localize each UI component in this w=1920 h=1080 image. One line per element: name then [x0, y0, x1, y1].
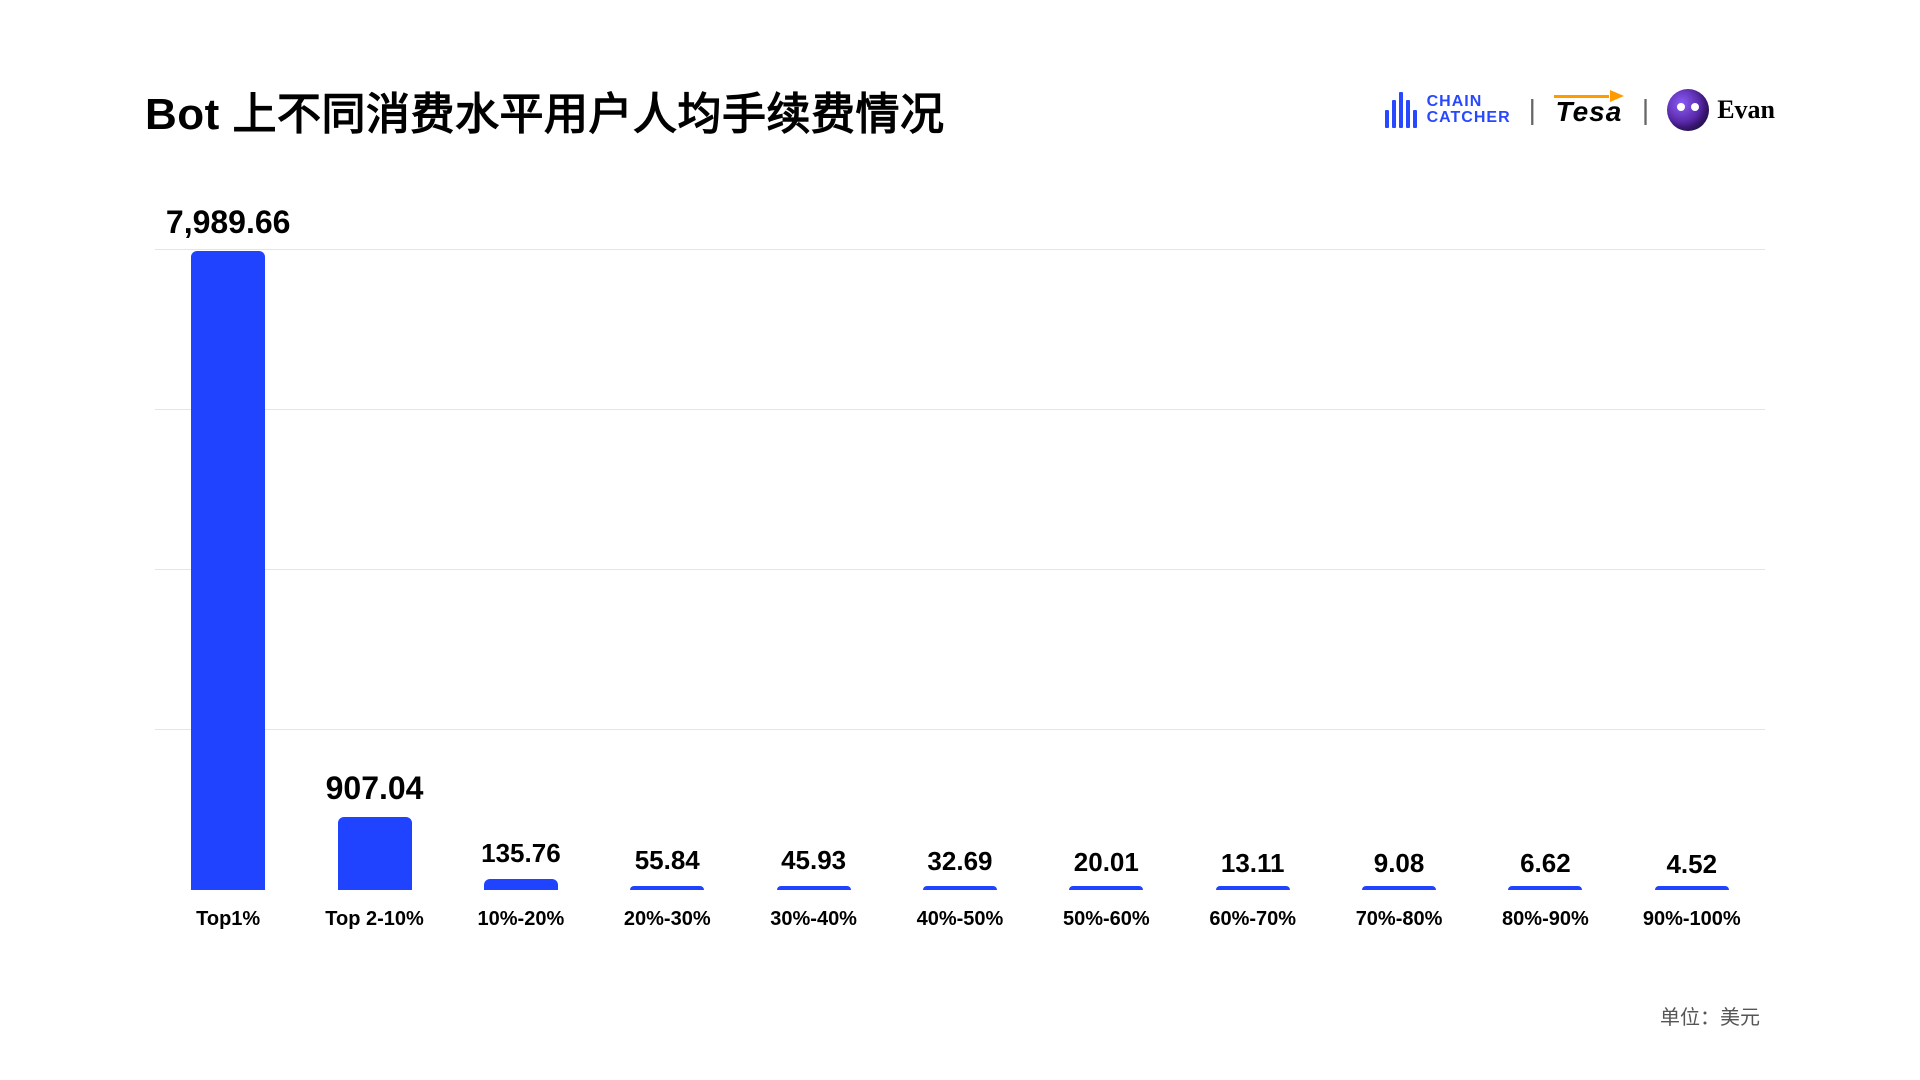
chart-title: Bot 上不同消费水平用户人均手续费情况	[145, 78, 945, 142]
bar-column: 6.6280%-90%	[1472, 250, 1618, 890]
bar-column: 135.7610%-20%	[448, 250, 594, 890]
value-label: 13.11	[1221, 848, 1285, 879]
value-label: 9.08	[1374, 848, 1425, 879]
page: Bot 上不同消费水平用户人均手续费情况 CHAIN CATCHER | Tes…	[0, 0, 1920, 1080]
category-label: 20%-30%	[624, 908, 711, 931]
bar	[923, 886, 997, 890]
logo-row: CHAIN CATCHER | Tesa | Evan	[1385, 89, 1775, 131]
bar	[338, 817, 412, 890]
bar-column: 55.8420%-30%	[594, 250, 740, 890]
category-label: Top1%	[196, 908, 260, 931]
bar	[1216, 886, 1290, 890]
bar	[1508, 886, 1582, 890]
chain-catcher-line2: CATCHER	[1427, 110, 1511, 126]
bar	[1655, 886, 1729, 890]
chain-catcher-line1: CHAIN	[1427, 94, 1511, 110]
category-label: 90%-100%	[1643, 908, 1741, 931]
separator-icon: |	[1529, 94, 1536, 126]
value-label: 907.04	[326, 770, 424, 807]
bar-column: 32.6940%-50%	[887, 250, 1033, 890]
evan-avatar-icon	[1667, 89, 1709, 131]
value-label: 20.01	[1074, 847, 1139, 878]
category-label: 70%-80%	[1356, 908, 1443, 931]
tesa-arrow-icon	[1554, 92, 1624, 100]
category-label: 30%-40%	[770, 908, 857, 931]
bar	[1069, 886, 1143, 890]
evan-text: Evan	[1717, 95, 1775, 125]
header: Bot 上不同消费水平用户人均手续费情况 CHAIN CATCHER | Tes…	[145, 80, 1775, 140]
category-label: 80%-90%	[1502, 908, 1589, 931]
bar-column: 9.0870%-80%	[1326, 250, 1472, 890]
bars-container: 7,989.66Top1%907.04Top 2-10%135.7610%-20…	[155, 250, 1765, 890]
category-label: 60%-70%	[1209, 908, 1296, 931]
chain-catcher-icon	[1385, 92, 1417, 128]
category-label: 50%-60%	[1063, 908, 1150, 931]
bar	[777, 886, 851, 890]
bar	[1362, 886, 1436, 890]
chain-catcher-logo: CHAIN CATCHER	[1385, 92, 1511, 128]
bar-column: 13.1160%-70%	[1180, 250, 1326, 890]
category-label: 10%-20%	[478, 908, 565, 931]
bar	[630, 886, 704, 890]
category-label: Top 2-10%	[325, 908, 424, 931]
plot-area: 7,989.66Top1%907.04Top 2-10%135.7610%-20…	[155, 250, 1765, 890]
bar-column: 20.0150%-60%	[1033, 250, 1179, 890]
evan-logo: Evan	[1667, 89, 1775, 131]
chart: 7,989.66Top1%907.04Top 2-10%135.7610%-20…	[155, 190, 1765, 960]
unit-label: 单位：美元	[1660, 1001, 1760, 1030]
tesa-logo: Tesa	[1554, 92, 1624, 128]
bar-column: 907.04Top 2-10%	[301, 250, 447, 890]
value-label: 32.69	[927, 846, 992, 877]
bar-column: 7,989.66Top1%	[155, 250, 301, 890]
bar-column: 45.9330%-40%	[740, 250, 886, 890]
category-label: 40%-50%	[917, 908, 1004, 931]
bar-column: 4.5290%-100%	[1619, 250, 1765, 890]
bar	[484, 879, 558, 890]
separator-icon: |	[1642, 94, 1649, 126]
value-label: 45.93	[781, 845, 846, 876]
value-label: 7,989.66	[166, 204, 291, 241]
bar	[191, 251, 265, 890]
value-label: 55.84	[635, 845, 700, 876]
chain-catcher-text: CHAIN CATCHER	[1427, 94, 1511, 126]
value-label: 6.62	[1520, 848, 1571, 879]
value-label: 135.76	[481, 838, 561, 869]
value-label: 4.52	[1666, 849, 1717, 880]
